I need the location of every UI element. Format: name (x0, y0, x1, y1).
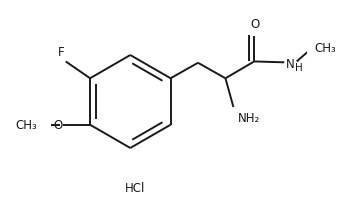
Text: NH₂: NH₂ (238, 111, 260, 124)
Text: HCl: HCl (125, 181, 145, 194)
Text: F: F (58, 46, 64, 59)
Text: CH₃: CH₃ (15, 119, 37, 132)
Text: O: O (251, 18, 260, 31)
Text: N: N (286, 58, 295, 70)
Text: CH₃: CH₃ (314, 42, 336, 54)
Text: O: O (53, 119, 63, 132)
Text: H: H (295, 62, 303, 72)
